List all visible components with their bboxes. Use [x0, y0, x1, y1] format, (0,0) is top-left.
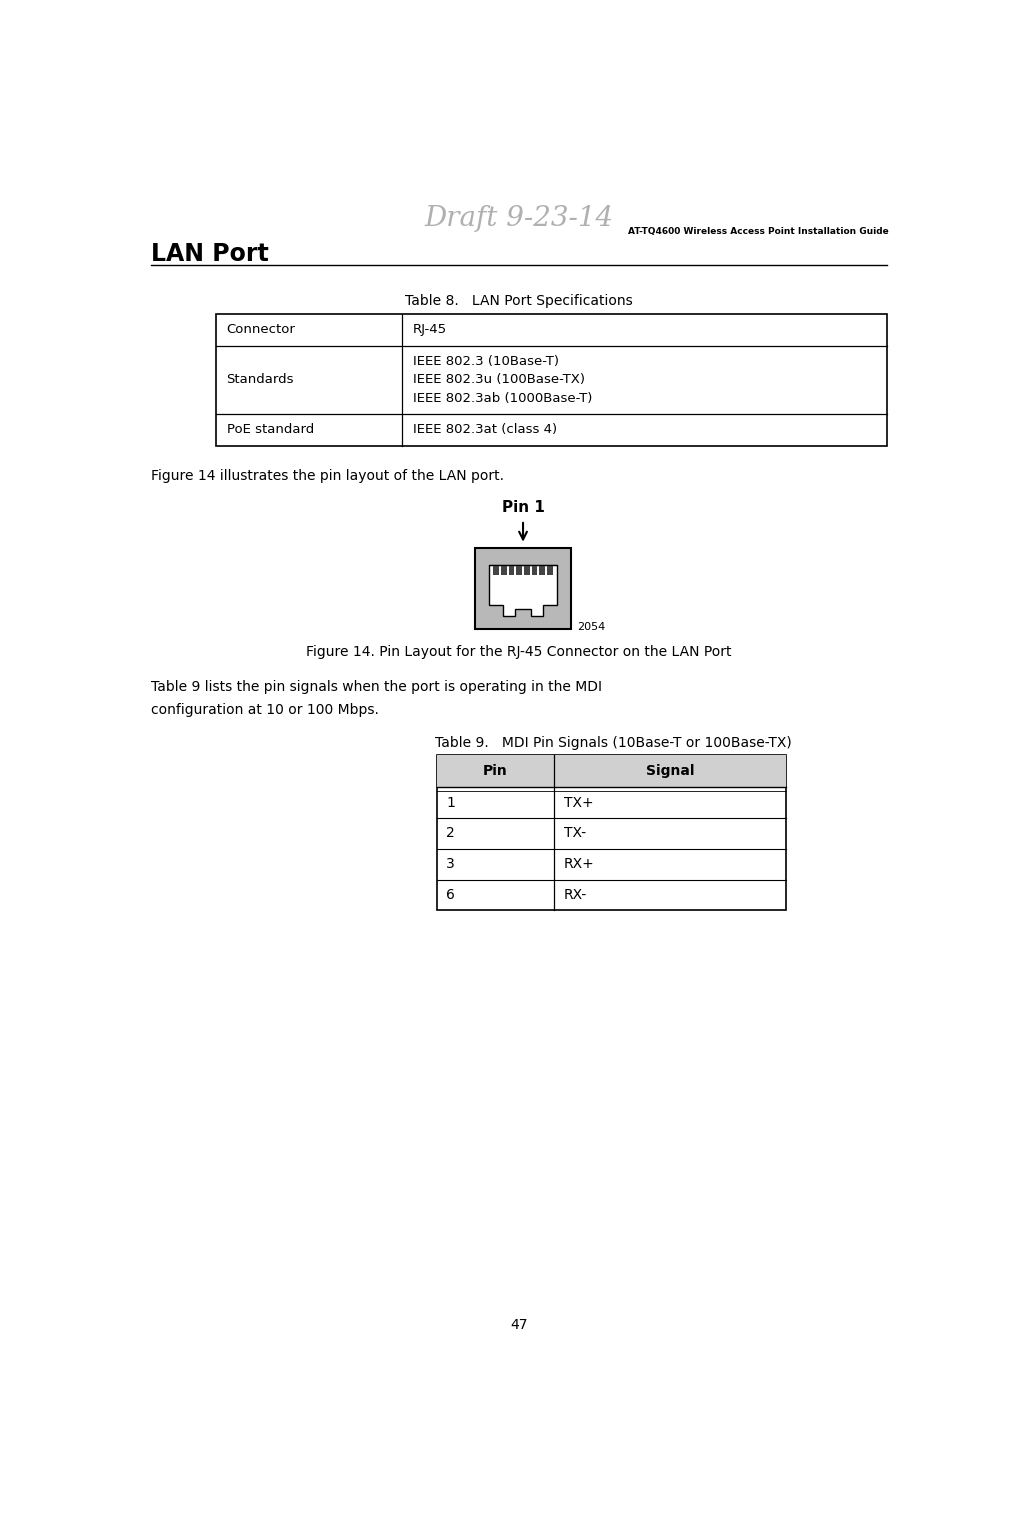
Text: Table 8.   LAN Port Specifications: Table 8. LAN Port Specifications	[405, 294, 633, 308]
Bar	[524, 565, 530, 575]
Text: Pin: Pin	[483, 764, 508, 778]
Text: TX+: TX+	[564, 796, 594, 810]
Text: Pin 1: Pin 1	[501, 500, 544, 515]
Bar	[216, 314, 887, 446]
Bar	[532, 565, 538, 575]
Text: configuration at 10 or 100 Mbps.: configuration at 10 or 100 Mbps.	[151, 703, 379, 717]
Text: IEEE 802.3ab (1000Base-T): IEEE 802.3ab (1000Base-T)	[412, 391, 592, 405]
Text: AT-TQ4600 Wireless Access Point Installation Guide: AT-TQ4600 Wireless Access Point Installa…	[628, 226, 888, 235]
Bar	[500, 565, 506, 575]
Bar	[437, 755, 786, 910]
Text: Table 9 lists the pin signals when the port is operating in the MDI: Table 9 lists the pin signals when the p…	[151, 681, 603, 694]
Text: TX-: TX-	[564, 826, 586, 840]
Bar	[475, 547, 571, 629]
Text: Connector: Connector	[227, 323, 296, 337]
Bar	[540, 565, 545, 575]
Text: RX-: RX-	[564, 888, 588, 902]
Bar	[509, 565, 515, 575]
Text: 2: 2	[446, 826, 455, 840]
Text: PoE standard: PoE standard	[227, 423, 314, 437]
Text: 3: 3	[446, 857, 455, 872]
Text: 47: 47	[511, 1319, 528, 1333]
Text: Draft 9-23-14: Draft 9-23-14	[424, 205, 614, 232]
Bar	[437, 755, 786, 787]
Bar	[517, 565, 522, 575]
Text: Figure 14 illustrates the pin layout of the LAN port.: Figure 14 illustrates the pin layout of …	[151, 468, 504, 484]
Text: 2054: 2054	[576, 623, 605, 632]
Text: Standards: Standards	[227, 373, 294, 387]
Text: IEEE 802.3at (class 4): IEEE 802.3at (class 4)	[412, 423, 557, 437]
Text: 6: 6	[446, 888, 455, 902]
Text: IEEE 802.3 (10Base-T): IEEE 802.3 (10Base-T)	[412, 355, 558, 368]
Polygon shape	[489, 565, 557, 615]
Text: Table 9.   MDI Pin Signals (10Base-T or 100Base-TX): Table 9. MDI Pin Signals (10Base-T or 10…	[435, 735, 792, 749]
Text: IEEE 802.3u (100Base-TX): IEEE 802.3u (100Base-TX)	[412, 373, 585, 387]
Text: Figure 14. Pin Layout for the RJ-45 Connector on the LAN Port: Figure 14. Pin Layout for the RJ-45 Conn…	[306, 646, 732, 659]
Text: RX+: RX+	[564, 857, 595, 872]
Text: Signal: Signal	[646, 764, 695, 778]
Text: 1: 1	[446, 796, 455, 810]
Bar	[547, 565, 553, 575]
Bar	[493, 565, 499, 575]
Text: LAN Port: LAN Port	[151, 243, 269, 265]
Text: RJ-45: RJ-45	[412, 323, 447, 337]
